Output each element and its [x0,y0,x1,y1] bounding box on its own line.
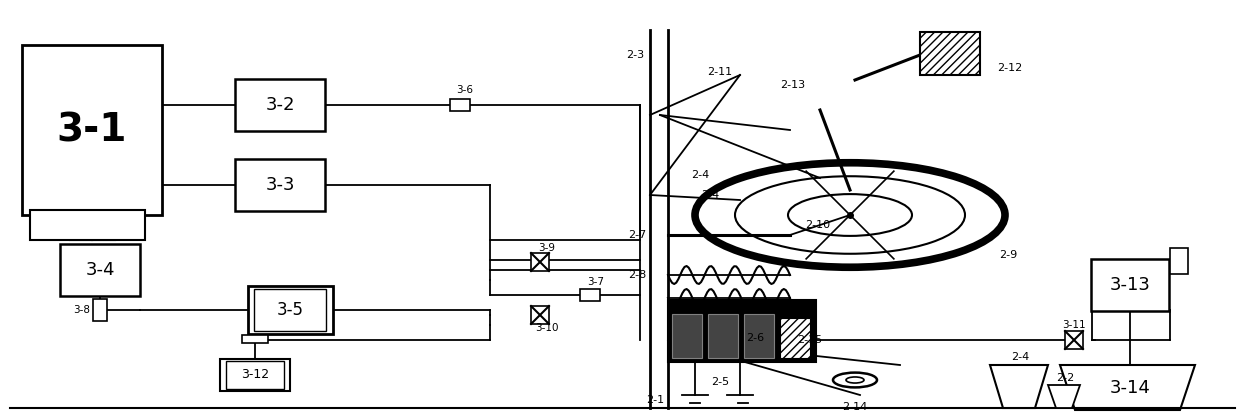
Text: 2-4: 2-4 [701,190,719,200]
Bar [580,289,600,301]
Text: 3-1: 3-1 [57,111,128,149]
Polygon shape [990,365,1048,408]
Bar [531,306,549,324]
Polygon shape [1060,365,1195,410]
Bar [93,299,107,321]
Bar [744,314,774,358]
Polygon shape [1048,385,1080,408]
Bar [1065,331,1083,349]
Bar [450,99,470,111]
Bar [1171,248,1188,274]
Text: 3-3: 3-3 [265,176,295,194]
Text: 2-8: 2-8 [627,270,646,280]
Text: 3-14: 3-14 [1110,379,1151,397]
Bar [226,361,284,389]
Text: 3-10: 3-10 [536,323,559,333]
Bar [60,244,140,296]
Bar [254,289,326,331]
Text: 2-6: 2-6 [746,333,764,343]
Text: 2-4: 2-4 [1011,352,1029,362]
Bar [236,79,325,131]
Bar [30,210,145,240]
Text: 3-8: 3-8 [73,305,91,315]
Text: 3-11: 3-11 [1063,320,1086,330]
Text: 3-2: 3-2 [265,96,295,114]
Bar [780,318,810,358]
Text: 2-4: 2-4 [691,170,709,180]
Bar [531,253,549,271]
Bar [1091,259,1169,311]
Text: 2-9: 2-9 [999,250,1017,260]
Text: 2-7: 2-7 [627,230,646,240]
Text: 2-2: 2-2 [1056,373,1074,383]
Bar [708,314,738,358]
Bar [248,286,332,334]
Text: 3-9: 3-9 [538,243,556,253]
Bar [236,159,325,211]
Text: 2-3: 2-3 [626,50,644,60]
Bar [219,359,290,391]
Text: 2-14: 2-14 [842,402,868,412]
Bar [22,45,162,215]
Text: 2-13: 2-13 [780,80,806,90]
Bar [668,300,816,362]
Text: 2-10: 2-10 [806,220,831,230]
Text: 3-6: 3-6 [456,85,474,95]
Polygon shape [920,32,980,75]
Text: 3-7: 3-7 [588,277,605,287]
Text: 3-12: 3-12 [241,369,269,382]
Text: 2-12: 2-12 [997,63,1023,73]
Text: 2-11: 2-11 [708,67,733,77]
Bar [242,335,268,343]
Text: 3-5: 3-5 [277,301,304,319]
Text: 2-5: 2-5 [711,377,729,387]
Text: 3-4: 3-4 [86,261,115,279]
Text: 3-13: 3-13 [1110,276,1151,294]
Bar [672,314,702,358]
Text: 2-1: 2-1 [646,395,665,405]
Text: 2-15: 2-15 [797,335,822,345]
